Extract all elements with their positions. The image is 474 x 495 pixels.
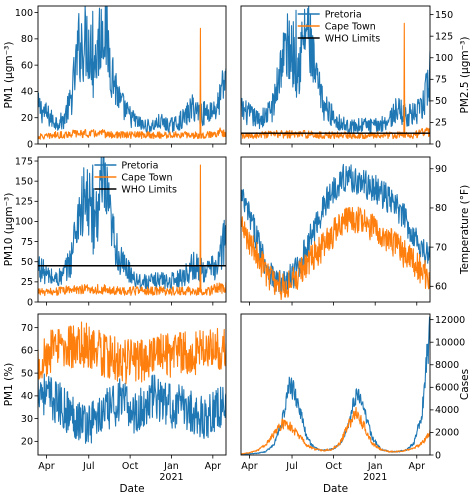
x-axis-label: Date — [323, 483, 348, 495]
x-axis-label: Date — [119, 483, 144, 495]
panel-top-left: 0 20 40 60 80 100 PM1 (µgm⁻³) — [3, 5, 227, 150]
x-tick-label: Jan — [367, 461, 383, 472]
y-tick-label: 40 — [21, 391, 33, 402]
y-tick-label: 150 — [435, 10, 453, 21]
y-tick-label: 80 — [21, 34, 33, 45]
x-year-label: 2021 — [159, 472, 183, 483]
y-tick-label: 4000 — [435, 405, 459, 416]
y-axis-label: PM2.5 (µgm⁻³) — [459, 37, 471, 114]
y-axis-label: PM1 (µgm⁻³) — [3, 42, 15, 109]
panel-middle-left: 0 25 50 75 100 125 150 175 PM10 (µgm⁻³) PretoriaC… — [3, 156, 227, 308]
y-tick-label: 75 — [21, 237, 33, 248]
series-group — [241, 316, 430, 455]
y-tick-label: 50 — [435, 96, 447, 107]
y-tick-label: 175 — [15, 156, 33, 167]
y-tick-label: 0 — [27, 297, 33, 308]
y-tick-label: 40 — [21, 87, 33, 98]
y-tick-label: 30 — [21, 414, 33, 425]
series-line-cape_town — [241, 206, 430, 301]
series-line-pretoria — [241, 316, 430, 455]
plot-frame — [240, 5, 431, 145]
y-tick-label: 100 — [15, 8, 33, 19]
y-axis-label: Temperature (°F) — [459, 185, 471, 275]
y-tick-label: 0 — [435, 139, 441, 150]
y-tick-label: 10000 — [435, 338, 465, 349]
panel-bottom-right: 0 2000 4000 6000 8000 10000 12000 Cases Apr Jul Oc… — [240, 313, 471, 495]
series-group — [241, 163, 430, 301]
x-tick-label: Jan — [163, 461, 179, 472]
y-tick-label: 75 — [435, 75, 447, 86]
series-line-pretoria — [38, 372, 226, 444]
y-tick-label: 2000 — [435, 428, 459, 439]
series-line-cape_town — [38, 164, 226, 297]
y-tick-label: 50 — [21, 257, 33, 268]
x-tick-label: Apr — [205, 461, 222, 472]
y-tick-label: 0 — [27, 139, 33, 150]
series-line-cape_town — [38, 27, 226, 140]
y-tick-label: 150 — [15, 176, 33, 187]
y-tick-label: 25 — [435, 118, 447, 129]
series-group — [38, 157, 226, 297]
y-tick-label: 90 — [435, 164, 447, 175]
y-axis-label: PM10 (µgm⁻³) — [3, 193, 15, 267]
y-tick-label: 60 — [21, 346, 33, 357]
y-axis-label: PM1 (%) — [3, 363, 15, 407]
y-tick-label: 6000 — [435, 383, 459, 394]
x-tick-label: Apr — [241, 461, 258, 472]
x-tick-label: Oct — [122, 461, 139, 472]
y-axis-label: Cases — [459, 369, 471, 400]
y-tick-label: 60 — [21, 60, 33, 71]
y-tick-label: 125 — [15, 197, 33, 208]
legend-label-pretoria: Pretoria — [121, 160, 158, 171]
legend-label-who: WHO Limits — [325, 33, 381, 44]
series-line-cape_town — [241, 406, 430, 455]
y-tick-label: 125 — [435, 31, 453, 42]
y-tick-label: 25 — [21, 277, 33, 288]
plot-frame — [37, 156, 227, 303]
y-tick-label: 0 — [435, 450, 441, 461]
series-group — [38, 321, 226, 444]
panel-top-right: 0 25 50 75 100 125 150 PM2.5 (µgm⁻³) PretoriaCap… — [240, 5, 471, 150]
y-tick-label: 8000 — [435, 360, 459, 371]
plot-frame — [37, 313, 227, 456]
legend-label-pretoria: Pretoria — [325, 9, 362, 20]
series-line-pretoria — [241, 6, 430, 134]
y-tick-label: 20 — [21, 113, 33, 124]
y-tick-label: 50 — [21, 368, 33, 379]
series-line-pretoria — [38, 6, 226, 134]
legend-label-cape_town: Cape Town — [325, 21, 376, 32]
y-tick-label: 12000 — [435, 315, 465, 326]
plot-frame — [240, 156, 431, 303]
series-line-cape_town — [38, 321, 226, 385]
x-tick-label: Jul — [82, 461, 94, 472]
panel-middle-right: 60 70 80 90 Temperature (°F) — [240, 156, 471, 306]
series-line-pretoria — [38, 157, 226, 290]
plot-frame — [37, 5, 227, 145]
x-tick-label: Oct — [325, 461, 342, 472]
legend-label-cape_town: Cape Town — [121, 172, 172, 183]
x-tick-label: Apr — [409, 461, 426, 472]
y-tick-label: 80 — [435, 203, 447, 214]
plot-frame — [240, 313, 431, 456]
y-tick-label: 70 — [21, 323, 33, 334]
x-tick-label: Apr — [38, 461, 55, 472]
y-tick-label: 70 — [435, 242, 447, 253]
x-year-label: 2021 — [363, 472, 387, 483]
y-tick-label: 20 — [21, 437, 33, 448]
legend-label-who: WHO Limits — [121, 184, 177, 195]
series-group — [38, 6, 226, 140]
y-tick-label: 100 — [15, 217, 33, 228]
y-tick-label: 100 — [435, 53, 453, 64]
x-tick-label: Jul — [285, 461, 297, 472]
y-tick-label: 60 — [435, 282, 447, 293]
